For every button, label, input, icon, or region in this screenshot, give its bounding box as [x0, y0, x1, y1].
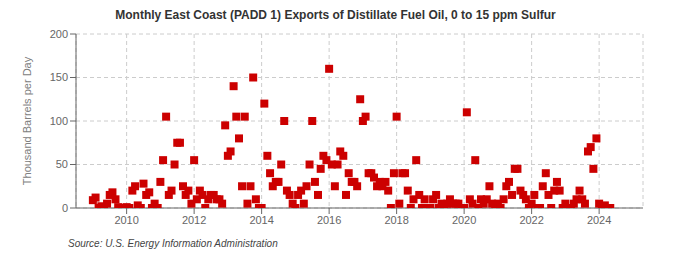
svg-text:200: 200	[50, 28, 68, 40]
svg-text:2016: 2016	[317, 214, 341, 226]
svg-text:Thousand Barrels per Day: Thousand Barrels per Day	[21, 56, 33, 185]
html-text:Monthly East Coast (PADD 1) Ex: Monthly East Coast (PADD 1) Exports of D…	[115, 8, 556, 22]
html-text:Source: U.S. Energy Informatio: Source: U.S. Energy Information Administ…	[68, 238, 278, 249]
svg-text:150: 150	[50, 71, 68, 83]
svg-text:2022: 2022	[519, 214, 543, 226]
svg-text:2014: 2014	[249, 214, 273, 226]
svg-text:0: 0	[62, 202, 68, 214]
svg-text:100: 100	[50, 115, 68, 127]
svg-text:2010: 2010	[114, 214, 138, 226]
svg-text:2020: 2020	[452, 214, 476, 226]
svg-text:2018: 2018	[384, 214, 408, 226]
svg-text:2024: 2024	[587, 214, 611, 226]
svg-text:2012: 2012	[182, 214, 206, 226]
svg-text:50: 50	[56, 158, 68, 170]
